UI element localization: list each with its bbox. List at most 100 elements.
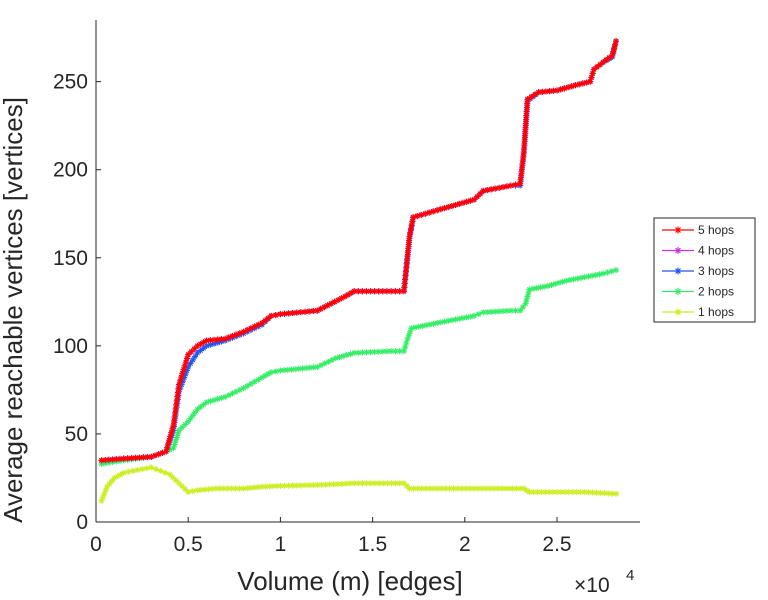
data-point	[506, 485, 513, 492]
series-layer	[98, 38, 620, 504]
data-point	[471, 312, 478, 319]
data-point	[537, 284, 544, 291]
data-point	[581, 274, 588, 281]
data-point	[604, 269, 611, 276]
data-point	[492, 185, 499, 192]
data-point	[533, 285, 540, 292]
data-point	[143, 465, 150, 472]
data-point	[456, 315, 463, 322]
data-point	[426, 321, 433, 328]
data-point	[295, 365, 302, 372]
data-point	[518, 172, 525, 179]
data-point	[363, 480, 370, 487]
data-point	[565, 489, 572, 496]
data-point	[541, 283, 548, 290]
data-point	[577, 489, 584, 496]
data-point	[272, 312, 279, 319]
data-point	[404, 335, 411, 342]
data-point	[409, 218, 416, 225]
x-tick-label: 1.5	[358, 533, 387, 556]
data-point	[268, 369, 275, 376]
data-point	[400, 480, 407, 487]
y-axis-label: Average reachable vertices [vertices]	[0, 97, 28, 523]
data-point	[566, 276, 573, 283]
data-point	[355, 288, 362, 295]
data-point	[351, 288, 358, 295]
x-axis-label: Volume (m) [edges]	[237, 566, 462, 596]
data-point	[189, 488, 196, 495]
data-point	[606, 54, 613, 61]
data-point	[603, 56, 610, 63]
data-point	[577, 274, 584, 281]
x-exponent-power: 4	[626, 567, 634, 584]
legend-marker	[674, 226, 682, 234]
data-point	[459, 315, 466, 322]
data-point	[297, 309, 304, 316]
data-point	[423, 322, 430, 329]
legend-marker	[674, 247, 682, 254]
data-point	[247, 380, 254, 387]
data-point	[317, 362, 324, 369]
data-point	[179, 483, 186, 490]
data-point	[174, 389, 181, 396]
data-point	[589, 70, 596, 77]
series-1-hops	[98, 464, 620, 504]
data-point	[174, 393, 181, 400]
data-point	[255, 376, 262, 383]
data-point	[120, 469, 127, 476]
data-point	[408, 325, 415, 332]
data-point	[171, 418, 178, 425]
data-point	[148, 464, 155, 471]
data-point	[484, 187, 491, 194]
data-point	[363, 349, 370, 356]
data-point	[170, 422, 177, 429]
legend-item: 1 hops	[662, 305, 734, 319]
legend-label: 4 hops	[698, 244, 734, 258]
data-point	[500, 184, 507, 191]
data-point	[139, 466, 146, 473]
data-point	[175, 385, 182, 392]
data-point	[173, 401, 180, 408]
data-point	[441, 318, 448, 325]
data-point	[613, 267, 620, 274]
data-point	[152, 466, 159, 473]
data-point	[272, 368, 279, 375]
data-point	[172, 409, 179, 416]
data-point	[407, 229, 414, 236]
series-5-hops	[98, 38, 620, 464]
x-exponent-base: ×10	[574, 574, 610, 597]
legend-item: 5 hops	[662, 223, 734, 237]
data-point	[371, 480, 378, 487]
data-point	[392, 480, 399, 487]
data-point	[236, 485, 243, 492]
data-point	[482, 485, 489, 492]
legend-items: 5 hops 4 hops 3 hops 2 hops 1 hops	[662, 223, 734, 319]
data-point	[585, 273, 592, 280]
data-point	[512, 181, 519, 188]
legend-item: 4 hops	[662, 244, 734, 258]
data-point	[496, 184, 503, 191]
data-point	[396, 348, 403, 355]
data-point	[600, 270, 607, 277]
data-point	[247, 325, 254, 332]
legend-label: 1 hops	[698, 305, 734, 319]
data-point	[513, 485, 520, 492]
legend-label: 5 hops	[698, 223, 734, 237]
data-point	[452, 316, 459, 323]
data-point	[414, 485, 421, 492]
data-point	[463, 198, 470, 205]
x-tick-label: 0.5	[174, 533, 203, 556]
data-point	[448, 317, 455, 324]
data-point	[412, 324, 419, 331]
data-point	[463, 314, 470, 321]
legend-label: 2 hops	[698, 285, 734, 299]
data-point	[488, 308, 495, 315]
data-point	[415, 323, 422, 330]
data-point	[442, 485, 449, 492]
data-point	[450, 485, 457, 492]
data-point	[255, 321, 262, 328]
y-tick-label: 0	[76, 511, 88, 534]
data-point	[310, 482, 317, 489]
data-point	[189, 356, 196, 363]
data-point	[522, 120, 529, 127]
